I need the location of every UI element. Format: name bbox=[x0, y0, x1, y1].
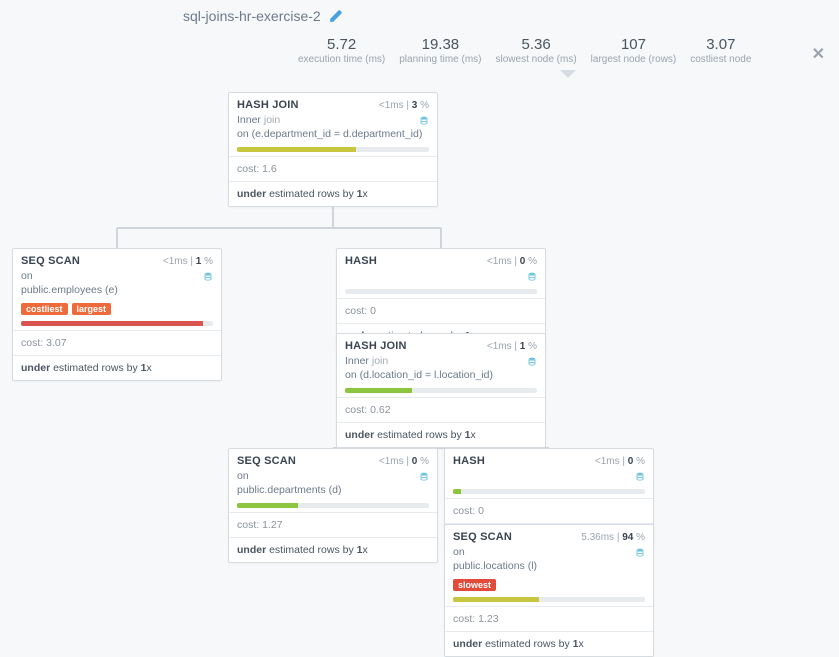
node-cost: cost: 3.07 bbox=[13, 335, 221, 351]
node-description bbox=[337, 269, 545, 287]
stat-label: execution time (ms) bbox=[298, 54, 385, 65]
page-title-row: sql-joins-hr-exercise-2 bbox=[183, 8, 343, 24]
node-name: SEQ SCAN bbox=[237, 455, 296, 467]
stat-item[interactable]: 3.07costliest node bbox=[690, 36, 751, 65]
node-cost: cost: 0.62 bbox=[337, 402, 545, 418]
node-cost: cost: 1.23 bbox=[445, 611, 653, 627]
node-cost: cost: 1.27 bbox=[229, 517, 437, 533]
node-time: <1ms | 1 % bbox=[487, 341, 537, 352]
node-description: on public.departments (d) bbox=[229, 469, 437, 501]
database-icon bbox=[527, 356, 537, 368]
node-cost-bar bbox=[453, 489, 645, 494]
stat-value: 5.36 bbox=[496, 36, 577, 53]
database-icon bbox=[419, 115, 429, 127]
stat-item[interactable]: 19.38planning time (ms) bbox=[399, 36, 481, 65]
plan-node[interactable]: HASH JOIN <1ms | 3 % Inner joinon (e.depar… bbox=[228, 92, 438, 207]
stat-value: 5.72 bbox=[298, 36, 385, 53]
database-icon bbox=[527, 271, 537, 283]
node-time: <1ms | 1 % bbox=[163, 256, 213, 267]
node-description bbox=[445, 469, 653, 487]
node-time: <1ms | 0 % bbox=[487, 256, 537, 267]
node-cost: cost: 0 bbox=[337, 303, 545, 319]
tag-largest: largest bbox=[72, 303, 112, 315]
node-tags: slowest bbox=[445, 577, 653, 595]
node-cost-bar bbox=[237, 147, 429, 152]
stat-item[interactable]: 5.36slowest node (ms) bbox=[496, 36, 577, 65]
node-header: HASH <1ms | 0 % bbox=[337, 249, 545, 269]
node-name: SEQ SCAN bbox=[453, 531, 512, 543]
node-cost: cost: 0 bbox=[445, 503, 653, 519]
node-header: HASH <1ms | 0 % bbox=[445, 449, 653, 469]
node-tags: costliest largest bbox=[13, 301, 221, 319]
stat-label: planning time (ms) bbox=[399, 54, 481, 65]
database-icon bbox=[203, 271, 213, 283]
close-icon[interactable]: ✕ bbox=[812, 44, 825, 64]
database-icon bbox=[635, 471, 645, 483]
stat-value: 107 bbox=[591, 36, 677, 53]
node-time: <1ms | 3 % bbox=[379, 100, 429, 111]
page-title: sql-joins-hr-exercise-2 bbox=[183, 8, 321, 24]
edit-icon[interactable] bbox=[329, 9, 343, 23]
database-icon bbox=[635, 547, 645, 559]
node-cost-bar bbox=[345, 388, 537, 393]
stat-label: slowest node (ms) bbox=[496, 54, 577, 65]
stat-label: costliest node bbox=[690, 54, 751, 65]
node-header: SEQ SCAN 5.36ms | 94 % bbox=[445, 525, 653, 545]
node-cost-bar bbox=[345, 289, 537, 294]
stats-pointer bbox=[560, 70, 576, 78]
node-header: HASH JOIN <1ms | 1 % bbox=[337, 334, 545, 354]
node-name: HASH bbox=[345, 255, 377, 267]
node-time: 5.36ms | 94 % bbox=[581, 532, 645, 543]
connector bbox=[332, 207, 334, 227]
database-icon bbox=[419, 471, 429, 483]
node-time: <1ms | 0 % bbox=[595, 456, 645, 467]
node-estimate: under estimated rows by 1x bbox=[337, 427, 545, 447]
plan-node[interactable]: SEQ SCAN <1ms | 1 % on public.employees (e… bbox=[12, 248, 222, 381]
node-name: HASH JOIN bbox=[345, 340, 407, 352]
node-estimate: under estimated rows by 1x bbox=[445, 636, 653, 656]
node-cost-bar bbox=[453, 597, 645, 602]
stat-value: 19.38 bbox=[399, 36, 481, 53]
node-name: HASH JOIN bbox=[237, 99, 299, 111]
node-description: on public.locations (l) bbox=[445, 545, 653, 577]
node-cost-bar bbox=[21, 321, 213, 326]
node-description: on public.employees (e) bbox=[13, 269, 221, 301]
stats-bar: 5.72execution time (ms) 19.38planning tim… bbox=[298, 36, 751, 65]
plan-node[interactable]: SEQ SCAN 5.36ms | 94 % on public.locations… bbox=[444, 524, 654, 657]
plan-node[interactable]: HASH JOIN <1ms | 1 % Inner joinon (d.locat… bbox=[336, 333, 546, 448]
tag-slowest: slowest bbox=[453, 579, 496, 591]
stat-item[interactable]: 5.72execution time (ms) bbox=[298, 36, 385, 65]
connector bbox=[117, 227, 441, 229]
stat-label: largest node (rows) bbox=[591, 54, 677, 65]
node-name: HASH bbox=[453, 455, 485, 467]
node-name: SEQ SCAN bbox=[21, 255, 80, 267]
plan-node[interactable]: SEQ SCAN <1ms | 0 % on public.departments … bbox=[228, 448, 438, 563]
node-description: Inner joinon (d.location_id = l.location… bbox=[337, 354, 545, 386]
stat-value: 3.07 bbox=[690, 36, 751, 53]
node-description: Inner joinon (e.department_id = d.depart… bbox=[229, 113, 437, 145]
node-header: HASH JOIN <1ms | 3 % bbox=[229, 93, 437, 113]
node-cost: cost: 1.6 bbox=[229, 161, 437, 177]
node-estimate: under estimated rows by 1x bbox=[13, 360, 221, 380]
connector bbox=[440, 228, 442, 248]
node-header: SEQ SCAN <1ms | 0 % bbox=[229, 449, 437, 469]
node-estimate: under estimated rows by 1x bbox=[229, 542, 437, 562]
tag-costliest: costliest bbox=[21, 303, 68, 315]
node-header: SEQ SCAN <1ms | 1 % bbox=[13, 249, 221, 269]
connector bbox=[116, 228, 118, 248]
stat-item[interactable]: 107largest node (rows) bbox=[591, 36, 677, 65]
node-time: <1ms | 0 % bbox=[379, 456, 429, 467]
node-estimate: under estimated rows by 1x bbox=[229, 186, 437, 206]
node-cost-bar bbox=[237, 503, 429, 508]
